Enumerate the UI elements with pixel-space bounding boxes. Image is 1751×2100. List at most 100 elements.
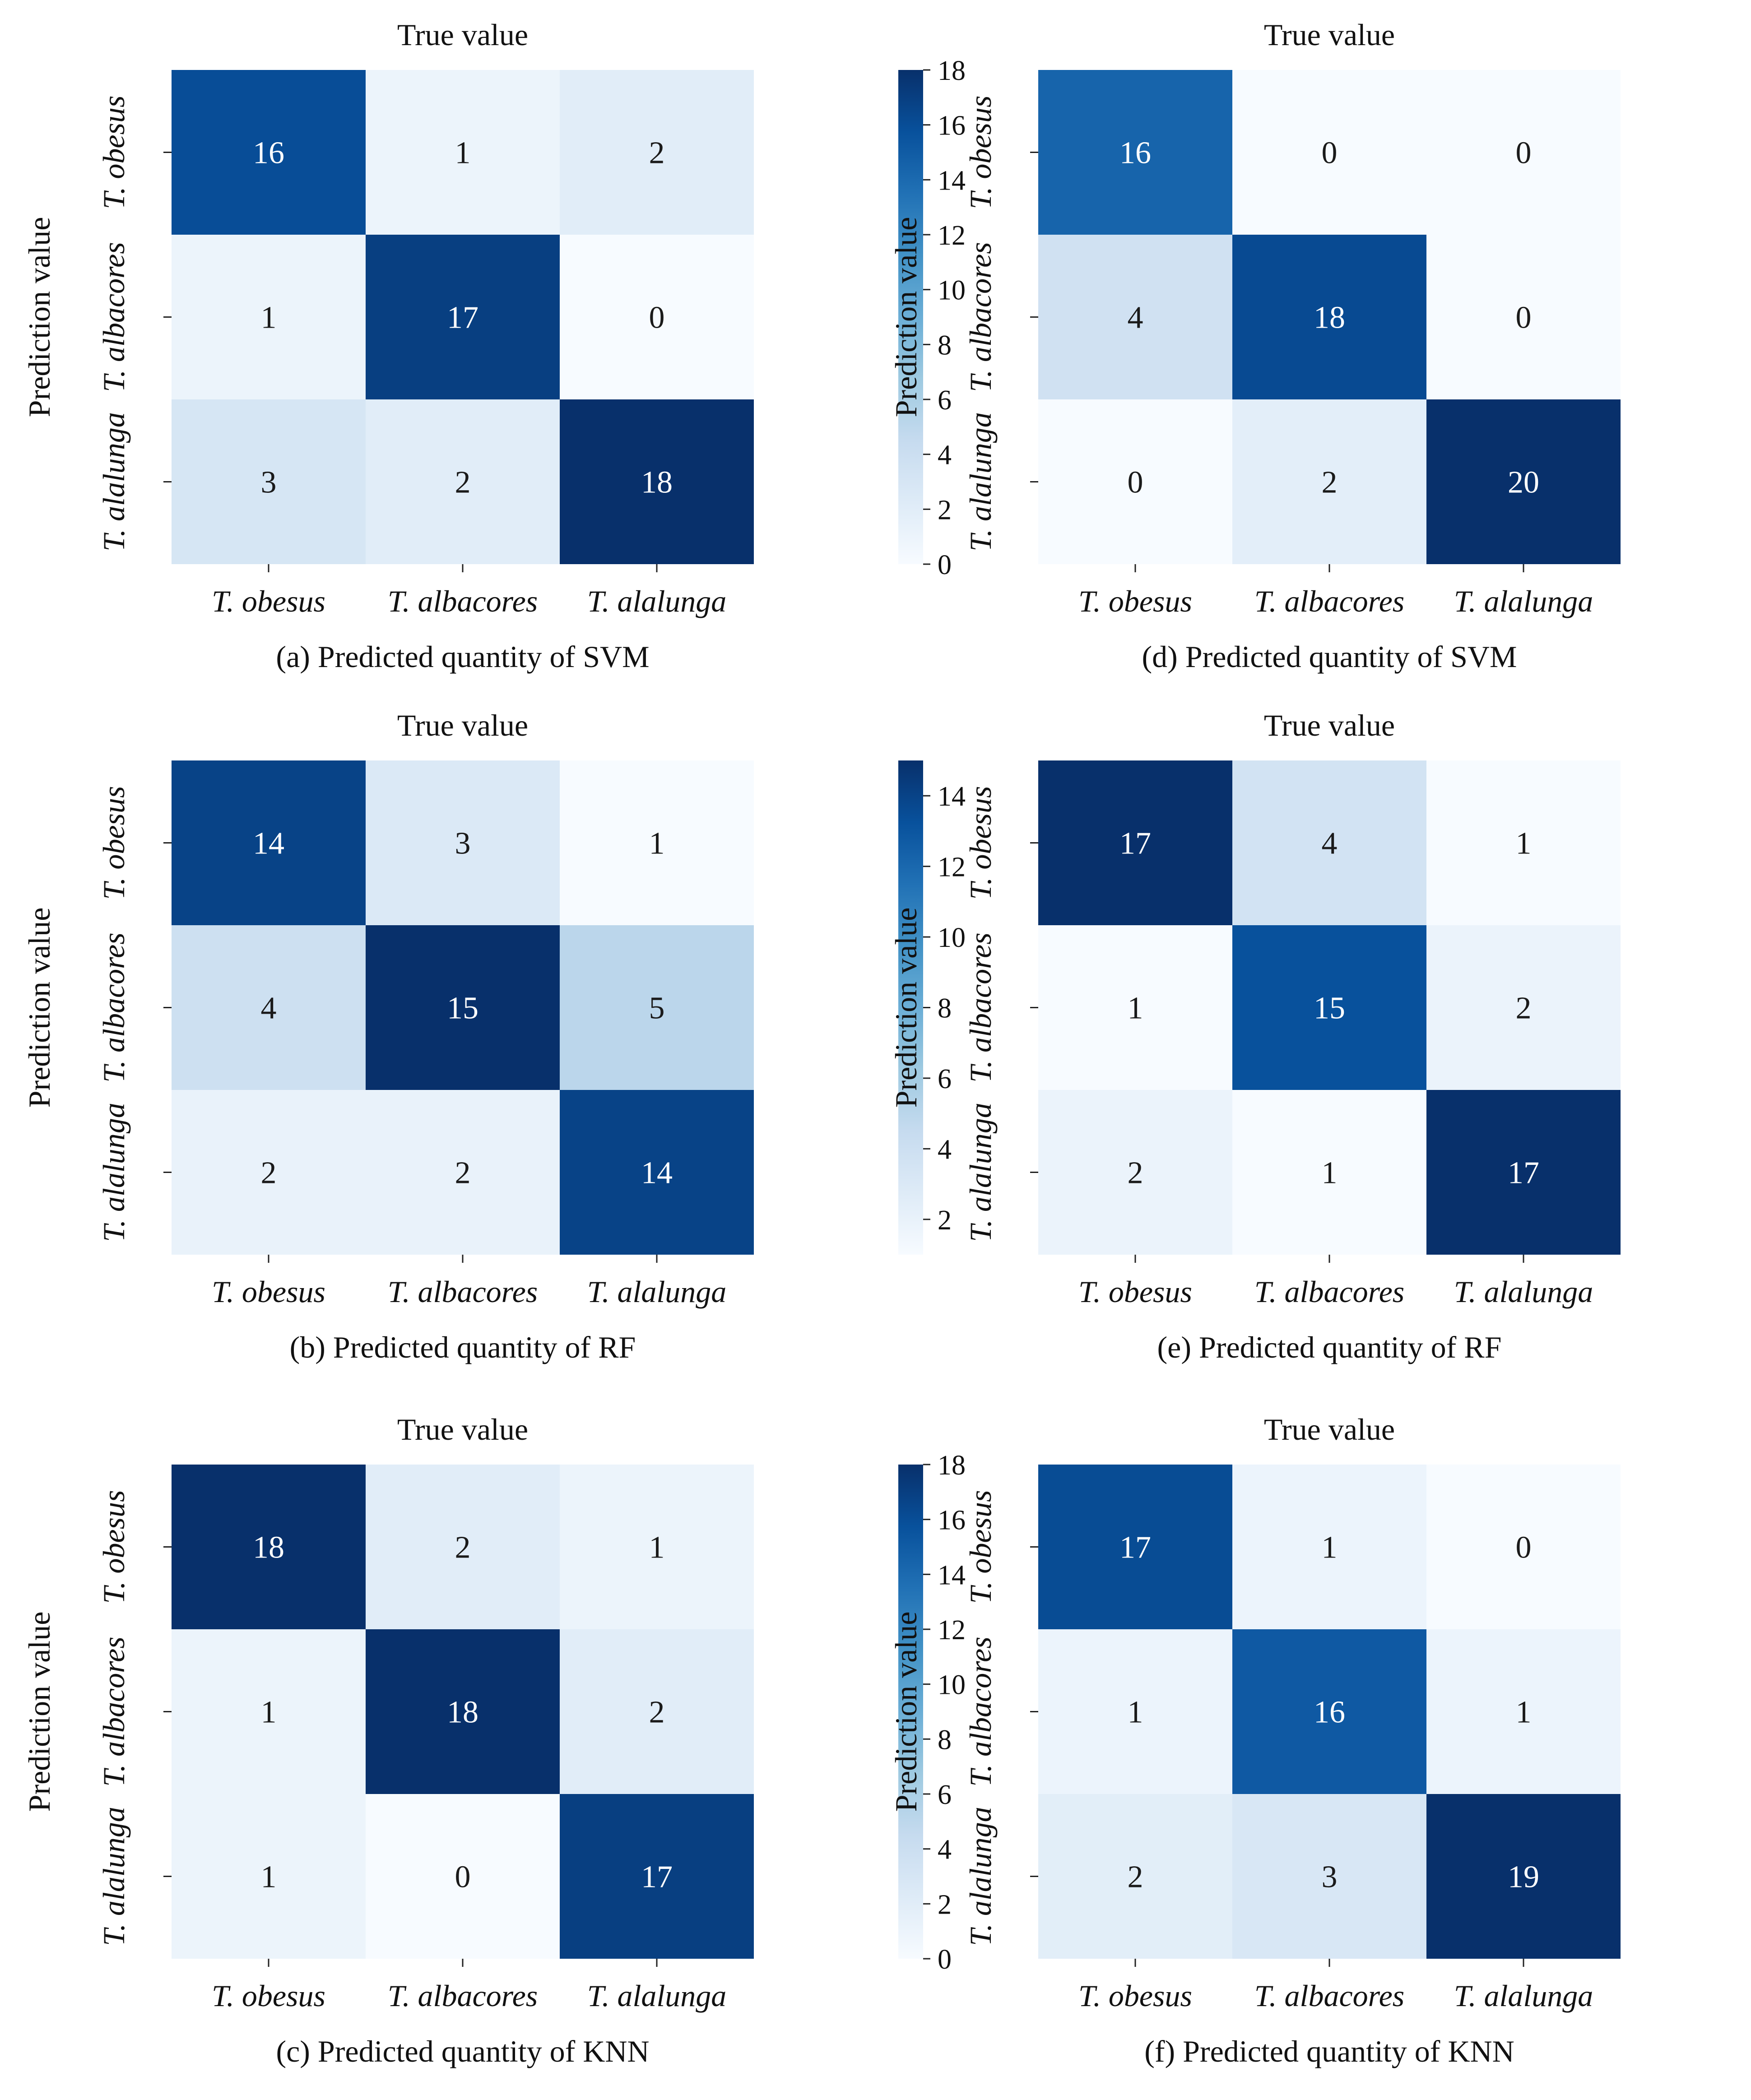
y-axis-label: Prediction value: [22, 217, 56, 417]
x-tick-label-t-albacores: T. albacores: [1254, 1275, 1404, 1309]
x-tick-label-t-albacores: T. albacores: [388, 1979, 538, 2013]
cell-value-label: 1: [261, 301, 277, 335]
cell-value-label: 18: [641, 465, 673, 500]
heatmap-cell-r2-c2: [1232, 235, 1426, 399]
cell-value-label: 0: [649, 301, 665, 335]
y-axis-label: Prediction value: [889, 217, 923, 417]
colorbar-tick-label: 8: [938, 1725, 952, 1755]
cell-value-label: 14: [641, 1156, 673, 1191]
cell-value-label: 0: [1322, 136, 1338, 171]
panel-caption: (c) Predicted quantity of KNN: [276, 2034, 649, 2068]
panel-caption: (d) Predicted quantity of SVM: [1142, 640, 1517, 674]
heatmap-cell-r1-c2: [366, 760, 560, 925]
heatmap-cell-r3-c1: [172, 1090, 366, 1255]
colorbar: [898, 70, 923, 564]
heatmap-cell-r1-c2: [366, 70, 560, 235]
panel-caption: (f) Predicted quantity of KNN: [1144, 2034, 1514, 2068]
heatmap-cell-r2-c2: [1232, 925, 1426, 1090]
heatmap-cell-r3-c2: [1232, 1794, 1426, 1959]
heatmap-cell-r2-c3: [1426, 235, 1621, 399]
heatmap-cell-r1-c1: [1038, 760, 1232, 925]
colorbar-tick-label: 4: [938, 1134, 952, 1165]
heatmap-cell-r3-c3: [560, 1794, 754, 1959]
colorbar-tick-label: 10: [938, 923, 966, 953]
cell-value-label: 2: [1128, 1156, 1143, 1191]
heatmap-cell-r1-c2: [1232, 70, 1426, 235]
panel-caption: (a) Predicted quantity of SVM: [276, 640, 649, 674]
colorbar-tick-label: 18: [938, 1450, 966, 1481]
colorbar-tick-label: 6: [938, 1064, 952, 1094]
cell-value-label: 3: [1322, 1860, 1338, 1895]
heatmap-cell-r3-c1: [172, 399, 366, 564]
colorbar-tick-label: 16: [938, 1505, 966, 1536]
cell-value-label: 18: [1314, 301, 1345, 335]
heatmap-cell-r1-c1: [1038, 1465, 1232, 1629]
heatmap-cell-r2-c1: [1038, 925, 1232, 1090]
heatmap-cell-r2-c3: [1426, 1629, 1621, 1794]
cell-value-label: 2: [261, 1156, 277, 1191]
colorbar-tick-label: 12: [938, 1615, 966, 1646]
panel-title: True value: [1264, 708, 1395, 742]
x-tick-label-t-obesus: T. obesus: [1078, 1275, 1192, 1309]
colorbar: [898, 760, 923, 1255]
heatmap-cell-r2-c2: [366, 235, 560, 399]
y-tick-label-t-obesus: T. obesus: [97, 96, 131, 209]
y-tick-label-t-alalunga: T. alalunga: [963, 1103, 998, 1242]
heatmap-cell-r1-c2: [1232, 760, 1426, 925]
y-axis-label: Prediction value: [22, 908, 56, 1108]
x-tick-label-t-albacores: T. albacores: [1254, 1979, 1404, 2013]
heatmap-cell-r3-c3: [1426, 1090, 1621, 1255]
heatmap-cell-r1-c3: [560, 70, 754, 235]
cell-value-label: 0: [1516, 301, 1532, 335]
colorbar-tick-label: 0: [938, 1944, 952, 1975]
cell-value-label: 17: [447, 301, 478, 335]
heatmap-cell-r3-c3: [1426, 1794, 1621, 1959]
cell-value-label: 5: [649, 991, 665, 1026]
cell-value-label: 4: [1128, 301, 1143, 335]
heatmap-cell-r1-c1: [172, 760, 366, 925]
cell-value-label: 1: [1322, 1530, 1338, 1565]
heatmap-cell-r3-c2: [1232, 1090, 1426, 1255]
cell-value-label: 18: [253, 1530, 284, 1565]
colorbar-tick-label: 8: [938, 330, 952, 361]
cell-value-label: 0: [1128, 465, 1143, 500]
heatmap-cell-r2-c1: [1038, 235, 1232, 399]
panel-title: True value: [1264, 1412, 1395, 1446]
cell-value-label: 1: [649, 1530, 665, 1565]
heatmap-cell-r2-c3: [560, 235, 754, 399]
y-tick-label-t-alalunga: T. alalunga: [97, 412, 131, 552]
cell-value-label: 15: [447, 991, 478, 1026]
cell-value-label: 0: [1516, 136, 1532, 171]
colorbar-tick-label: 2: [938, 1889, 952, 1920]
colorbar-tick-label: 0: [938, 550, 952, 580]
heatmap-cell-r2-c1: [172, 235, 366, 399]
cell-value-label: 2: [455, 465, 471, 500]
cell-value-label: 17: [641, 1860, 673, 1895]
y-tick-label-t-albacores: T. albacores: [963, 1636, 998, 1786]
cell-value-label: 0: [1516, 1530, 1532, 1565]
colorbar-tick-label: 10: [938, 1670, 966, 1701]
heatmap-panel-e: True value Prediction value 17 4 1 1 15 2 2 1 17 T.…: [889, 708, 1621, 1364]
heatmap-cell-r3-c1: [172, 1794, 366, 1959]
cell-value-label: 17: [1119, 1530, 1151, 1565]
colorbar-tick-label: 14: [938, 781, 966, 812]
cell-value-label: 1: [261, 1695, 277, 1730]
heatmap-cell-r3-c2: [366, 1090, 560, 1255]
heatmap-cell-r2-c3: [560, 1629, 754, 1794]
cell-value-label: 2: [1128, 1860, 1143, 1895]
heatmap-cell-r2-c3: [560, 925, 754, 1090]
y-axis-label: Prediction value: [889, 1612, 923, 1812]
heatmap-cell-r3-c2: [1232, 399, 1426, 564]
cell-value-label: 1: [649, 826, 665, 861]
x-tick-label-t-obesus: T. obesus: [212, 1275, 325, 1309]
y-tick-label-t-albacores: T. albacores: [97, 932, 131, 1082]
heatmap-cell-r2-c1: [172, 925, 366, 1090]
y-tick-label-t-albacores: T. albacores: [97, 242, 131, 392]
y-tick-label-t-alalunga: T. alalunga: [963, 1807, 998, 1946]
heatmap-cell-r1-c1: [172, 1465, 366, 1629]
x-tick-label-t-alalunga: T. alalunga: [587, 1979, 727, 2013]
y-tick-label-t-obesus: T. obesus: [97, 1490, 131, 1604]
panel-title: True value: [397, 1412, 528, 1446]
